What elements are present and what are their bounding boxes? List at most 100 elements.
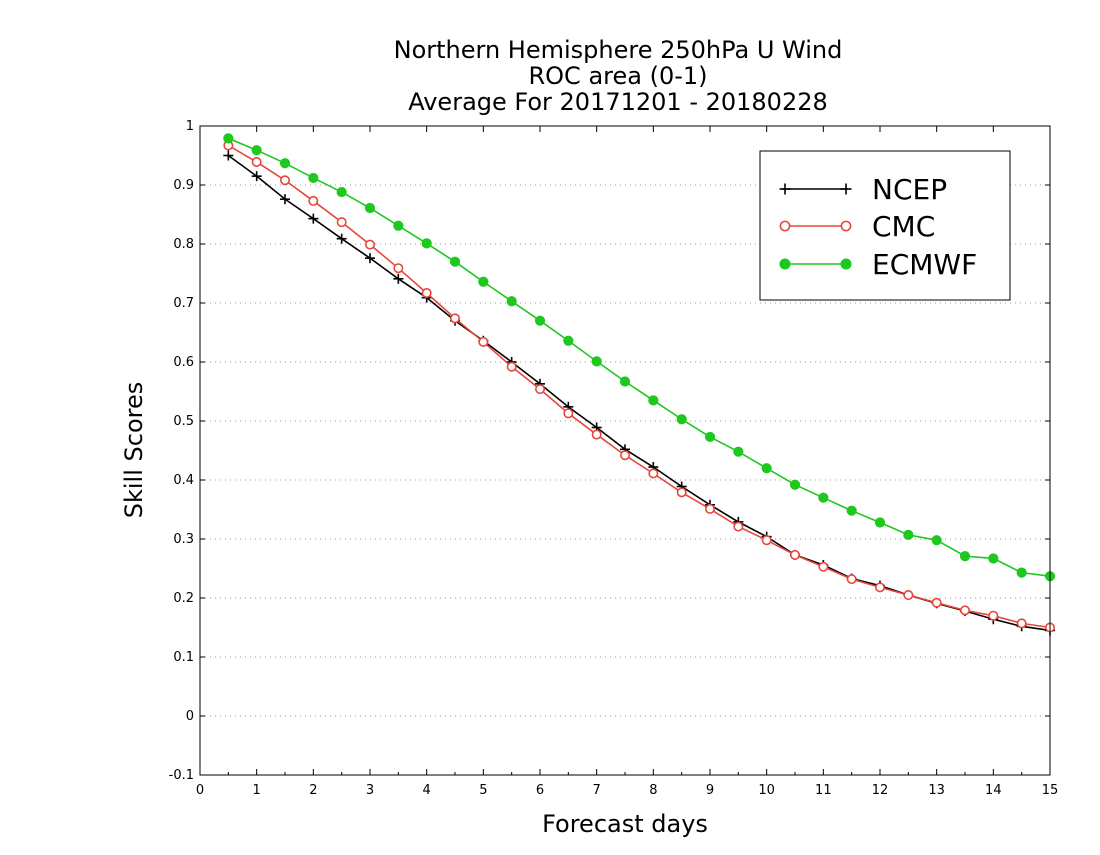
series-cmc-point — [449, 313, 460, 324]
series-ecmwf-point — [478, 276, 489, 287]
series-ncep-point — [393, 273, 404, 284]
series-cmc-point — [478, 336, 489, 347]
x-tick-label: 8 — [649, 783, 657, 798]
series-cmc-point — [336, 217, 347, 228]
series-ecmwf-point — [251, 145, 262, 156]
series-cmc-point — [818, 561, 829, 572]
y-axis-title: Skill Scores — [120, 382, 148, 519]
chart-title-line-2: ROC area (0-1) — [528, 62, 707, 90]
series-ecmwf-point — [506, 296, 517, 307]
gridlines — [200, 184, 1050, 717]
series-ecmwf-point — [534, 315, 546, 326]
series-ecmwf-point — [846, 505, 857, 516]
series-ecmwf-point — [931, 535, 942, 546]
series-ecmwf-point — [393, 220, 404, 231]
y-tick-label: 0.7 — [173, 296, 194, 311]
series-cmc-point — [733, 521, 744, 532]
series-cmc-point — [846, 574, 857, 585]
y-tick-label: 0.5 — [173, 414, 194, 429]
x-tick-label: 1 — [253, 783, 261, 798]
series-cmc-point — [959, 605, 970, 616]
series-ncep-point — [223, 150, 234, 161]
series-ecmwf-point — [619, 376, 631, 387]
series-ecmwf-point — [761, 463, 772, 474]
y-tick-label: -0.1 — [169, 768, 194, 783]
y-tick-label: 0.6 — [173, 355, 194, 370]
series-ecmwf-point — [421, 238, 432, 249]
legend-cmc-label: CMC — [872, 210, 935, 243]
series-ecmwf-point — [336, 186, 347, 198]
series-cmc-point — [761, 535, 772, 546]
series-ncep-point — [336, 233, 347, 244]
x-tick-label: 14 — [985, 783, 1002, 798]
series-cmc-point — [874, 582, 885, 593]
series-ecmwf-point — [648, 395, 659, 406]
series-ecmwf-point — [959, 551, 971, 562]
series-ecmwf-point — [364, 202, 376, 214]
legend: NCEP CMC ECMWF — [759, 150, 1011, 301]
series-ncep-point — [308, 213, 319, 224]
legend-ecmwf-point — [779, 258, 791, 270]
series-ecmwf-point — [903, 529, 914, 540]
series-cmc-point — [591, 429, 602, 440]
x-tick-labels: 0 1 2 3 4 5 6 7 8 9 10 11 12 13 14 15 — [196, 783, 1058, 798]
series-cmc-point — [308, 195, 319, 206]
series-cmc-point — [931, 597, 942, 608]
series-cmc-point — [421, 287, 432, 298]
series-cmc-point — [903, 590, 914, 601]
legend-ncep-label: NCEP — [872, 173, 947, 206]
legend-cmc-point — [840, 220, 852, 232]
x-tick-label: 7 — [593, 783, 601, 798]
series-ecmwf-point — [733, 446, 744, 457]
series-ecmwf — [223, 133, 1056, 582]
series-ecmwf-point — [449, 256, 461, 267]
x-tick-label: 0 — [196, 783, 204, 798]
legend-ecmwf-label: ECMWF — [872, 248, 977, 281]
series-ecmwf-point — [591, 356, 602, 367]
x-tick-label: 2 — [309, 783, 317, 798]
legend-ecmwf-point — [840, 258, 852, 270]
x-tick-label: 12 — [872, 783, 889, 798]
series-ecmwf-point — [223, 133, 234, 144]
series-ecmwf-point — [704, 431, 716, 443]
series-cmc-point — [648, 468, 659, 479]
x-tick-label: 9 — [706, 783, 714, 798]
series-cmc-point — [563, 408, 574, 419]
series-ncep-point — [365, 253, 375, 264]
chart-title-line-3: Average For 20171201 - 20180228 — [408, 88, 828, 116]
series-ncep-point — [251, 171, 262, 182]
series-cmc-point — [251, 156, 262, 167]
y-tick-label: 0.3 — [173, 532, 194, 547]
series-cmc — [223, 140, 1056, 633]
series-cmc-point — [988, 610, 999, 621]
series-ecmwf-point — [789, 479, 801, 490]
series-ecmwf-point — [1016, 567, 1027, 578]
legend-entries: NCEP CMC ECMWF — [779, 173, 977, 281]
legend-ncep-point — [779, 183, 791, 195]
series-cmc-point — [279, 175, 290, 186]
x-tick-label: 10 — [758, 783, 775, 798]
series-ecmwf-point — [874, 517, 886, 528]
series-ecmwf-point — [279, 158, 291, 169]
y-tick-label: 0.8 — [173, 237, 194, 252]
x-tick-label: 6 — [536, 783, 544, 798]
x-tick-label: 3 — [366, 783, 374, 798]
x-tick-label: 5 — [479, 783, 487, 798]
y-tick-label: 0 — [186, 709, 194, 724]
series-cmc-point — [364, 239, 375, 250]
series-ncep-point — [280, 194, 290, 205]
chart-title-line-1: Northern Hemisphere 250hPa U Wind — [394, 36, 843, 64]
series-cmc-point — [704, 503, 715, 514]
series-cmc-point — [534, 384, 545, 395]
series-cmc-point — [1016, 618, 1027, 629]
legend-ncep-point — [840, 183, 852, 195]
series-ecmwf-point — [818, 492, 829, 503]
y-tick-label: 0.4 — [173, 473, 194, 488]
x-tick-label: 4 — [423, 783, 431, 798]
x-tick-label: 15 — [1042, 783, 1059, 798]
x-tick-label: 13 — [928, 783, 945, 798]
series-cmc-point — [676, 487, 687, 498]
data-series — [223, 133, 1056, 636]
